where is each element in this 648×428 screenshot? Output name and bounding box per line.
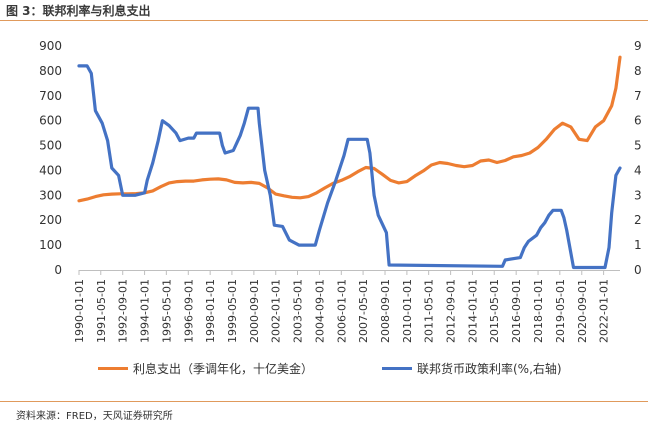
x-tick-label: 2022-01-01 <box>598 279 611 343</box>
source-note: 资料来源：FRED，天风证券研究所 <box>16 411 173 422</box>
right-tick-label: 9 <box>634 39 642 53</box>
title-divider <box>0 20 648 21</box>
x-tick-label: 2003-05-01 <box>292 279 305 343</box>
left-axis: 0 100 200 300 400 500 600 700 800 900 <box>39 39 62 277</box>
legend-item-fed-rate: 联邦货币政策利率(%,右轴) <box>382 360 562 377</box>
right-axis: 0 1 2 3 4 5 6 7 8 9 <box>634 39 642 277</box>
x-tick-label: 2018-01-01 <box>532 279 545 343</box>
left-tick-label: 600 <box>39 114 62 128</box>
series-interest-expense-line <box>77 55 622 203</box>
right-tick-label: 2 <box>634 213 642 227</box>
series-layer <box>77 55 622 270</box>
left-tick-label: 900 <box>39 39 62 53</box>
left-tick-label: 800 <box>39 64 62 78</box>
x-tick-label: 2020-09-01 <box>576 279 589 343</box>
right-tick-label: 1 <box>634 238 642 252</box>
x-tick-label: 2014-01-01 <box>466 279 479 343</box>
left-tick-label: 300 <box>39 188 62 202</box>
x-tick-label: 2015-05-01 <box>488 279 501 343</box>
x-tick-label: 1999-05-01 <box>226 279 239 343</box>
series-fed-rate-line <box>77 64 622 270</box>
x-tick-label: 1990-01-01 <box>73 279 86 343</box>
x-tick-label: 2019-05-01 <box>554 279 567 343</box>
x-tick-label: 1995-05-01 <box>160 279 173 343</box>
x-tick-label: 2008-09-01 <box>379 279 392 343</box>
right-tick-label: 3 <box>634 188 642 202</box>
left-tick-label: 400 <box>39 163 62 177</box>
right-tick-label: 8 <box>634 64 642 78</box>
left-tick-label: 500 <box>39 139 62 153</box>
left-tick-label: 700 <box>39 89 62 103</box>
legend-swatch-interest <box>98 367 128 370</box>
x-tick-label: 2006-01-01 <box>335 279 348 343</box>
right-tick-label: 7 <box>634 89 642 103</box>
left-tick-label: 200 <box>39 213 62 227</box>
x-tick-label: 2012-09-01 <box>445 279 458 343</box>
x-tick-label: 2004-09-01 <box>313 279 326 343</box>
x-tick-label: 2016-09-01 <box>510 279 523 343</box>
x-tick-label: 1992-09-01 <box>117 279 130 343</box>
x-tick-label: 2007-05-01 <box>357 279 370 343</box>
right-tick-label: 0 <box>634 263 642 277</box>
legend-item-interest: 利息支出（季调年化，十亿美金） <box>98 360 313 377</box>
x-tick-label: 1998-01-01 <box>204 279 217 343</box>
legend-label-interest: 利息支出（季调年化，十亿美金） <box>133 362 314 376</box>
chart-legend: 利息支出（季调年化，十亿美金） 联邦货币政策利率(%,右轴) <box>0 360 648 380</box>
right-tick-label: 6 <box>634 114 642 128</box>
x-tick-label: 1994-01-01 <box>139 279 152 343</box>
footer-divider <box>0 401 648 402</box>
right-tick-label: 4 <box>634 163 642 177</box>
x-tick-label: 2010-01-01 <box>401 279 414 343</box>
x-axis: 1990-01-01 1991-05-01 1992-09-01 1994-01-01… <box>73 270 620 343</box>
x-tick-label: 2000-09-01 <box>248 279 261 343</box>
x-tick-label: 1991-05-01 <box>95 279 108 343</box>
x-tick-label: 1996-09-01 <box>182 279 195 343</box>
legend-swatch-fed-rate <box>382 367 412 370</box>
left-tick-label: 100 <box>39 238 62 252</box>
left-tick-label: 0 <box>54 263 62 277</box>
right-tick-label: 5 <box>634 139 642 153</box>
x-tick-label: 2002-01-01 <box>270 279 283 343</box>
legend-label-fed-rate: 联邦货币政策利率(%,右轴) <box>417 362 562 376</box>
figure-title: 图 3：联邦利率与利息支出 <box>6 4 151 18</box>
x-tick-label: 2011-05-01 <box>423 279 436 343</box>
